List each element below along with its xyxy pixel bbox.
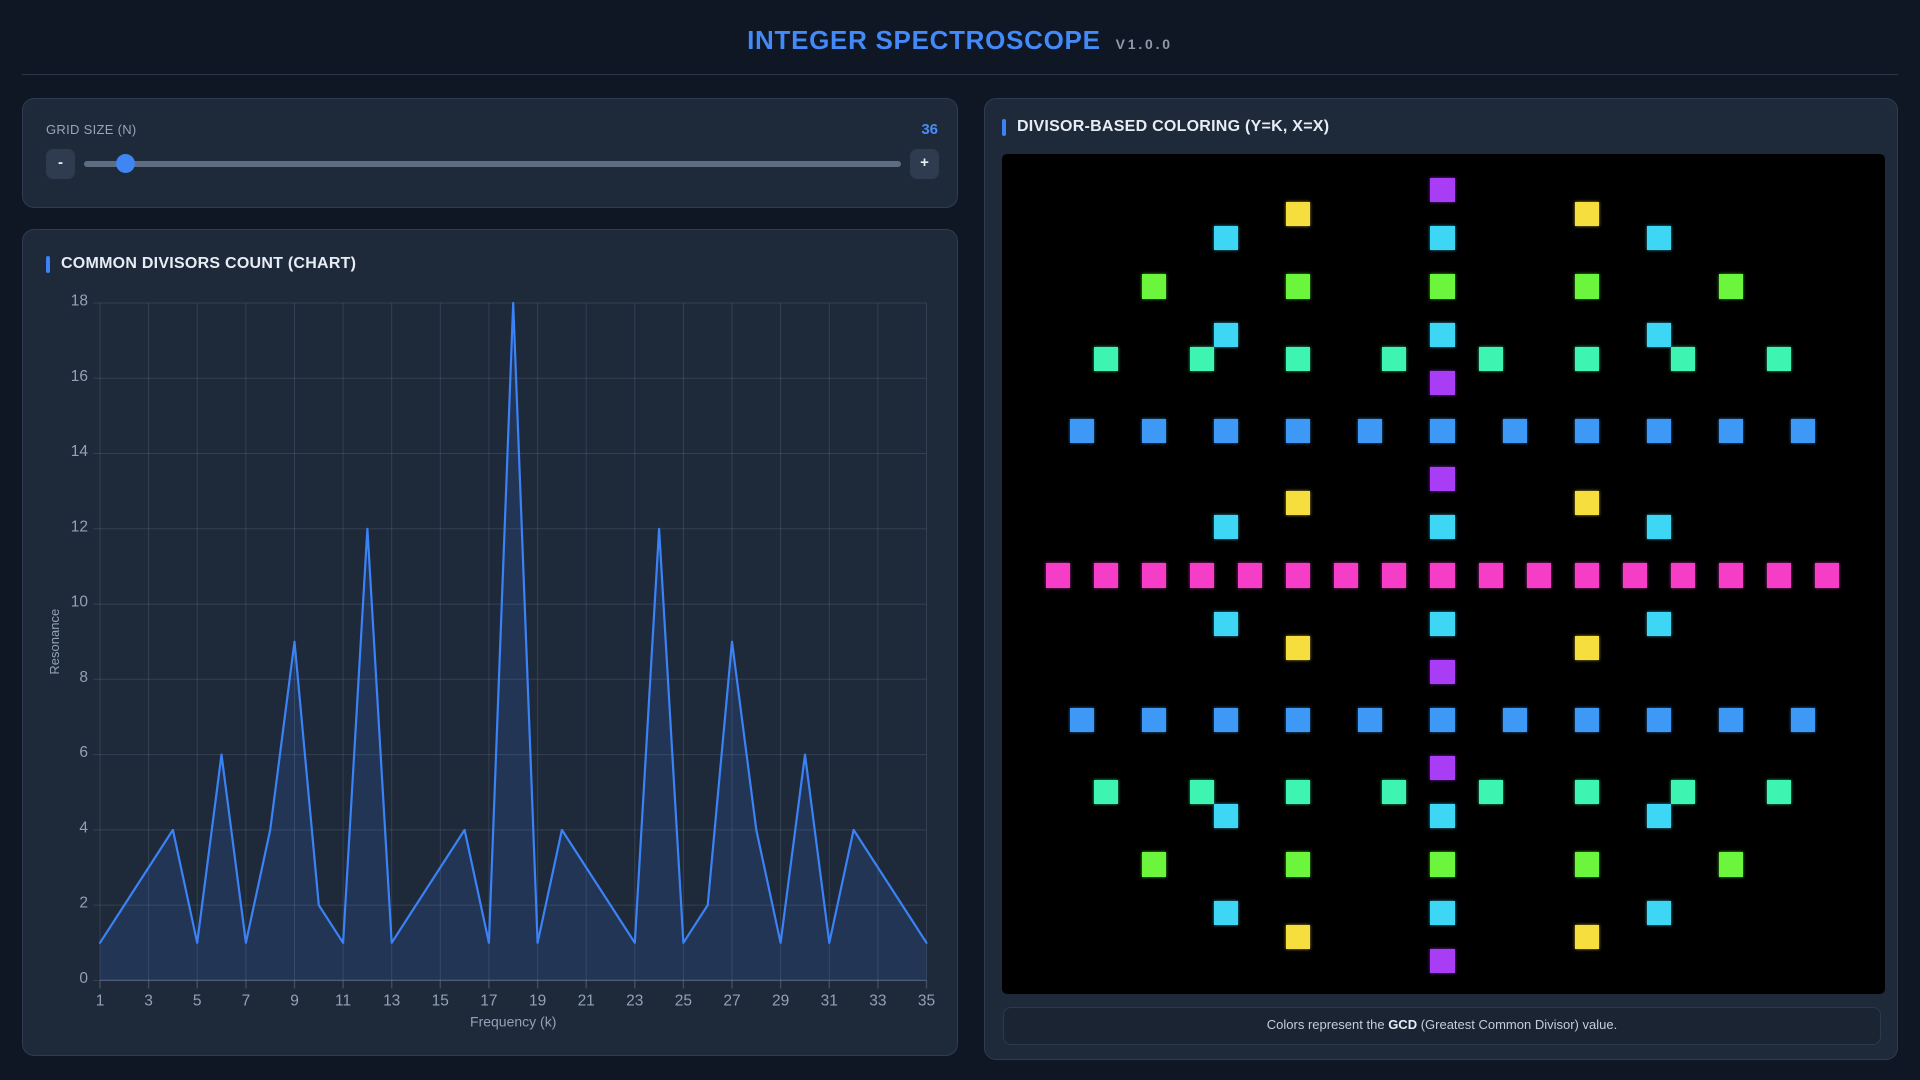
svg-text:16: 16: [71, 368, 88, 385]
svg-text:2: 2: [79, 895, 88, 912]
svg-text:17: 17: [480, 992, 497, 1009]
svg-text:31: 31: [821, 992, 838, 1009]
svg-text:10: 10: [71, 594, 89, 611]
svg-text:5: 5: [193, 992, 202, 1009]
svg-text:1: 1: [96, 992, 105, 1009]
svg-text:23: 23: [626, 992, 643, 1009]
svg-text:33: 33: [869, 992, 886, 1009]
svg-text:Resonance: Resonance: [47, 609, 62, 675]
svg-text:0: 0: [79, 970, 88, 987]
svg-text:Frequency (k): Frequency (k): [470, 1014, 556, 1030]
svg-text:29: 29: [772, 992, 789, 1009]
svg-text:7: 7: [242, 992, 251, 1009]
svg-text:25: 25: [675, 992, 692, 1009]
svg-text:9: 9: [290, 992, 299, 1009]
svg-text:13: 13: [383, 992, 400, 1009]
svg-text:35: 35: [918, 992, 935, 1009]
svg-text:12: 12: [71, 518, 88, 535]
svg-text:11: 11: [335, 992, 351, 1009]
svg-text:15: 15: [432, 992, 449, 1009]
svg-text:19: 19: [529, 992, 546, 1009]
svg-text:27: 27: [723, 992, 740, 1009]
svg-text:14: 14: [71, 443, 89, 460]
svg-text:18: 18: [71, 293, 88, 310]
svg-text:3: 3: [144, 992, 153, 1009]
svg-text:6: 6: [79, 744, 88, 761]
svg-text:21: 21: [578, 992, 595, 1009]
svg-text:8: 8: [79, 669, 88, 686]
svg-text:4: 4: [79, 819, 88, 836]
